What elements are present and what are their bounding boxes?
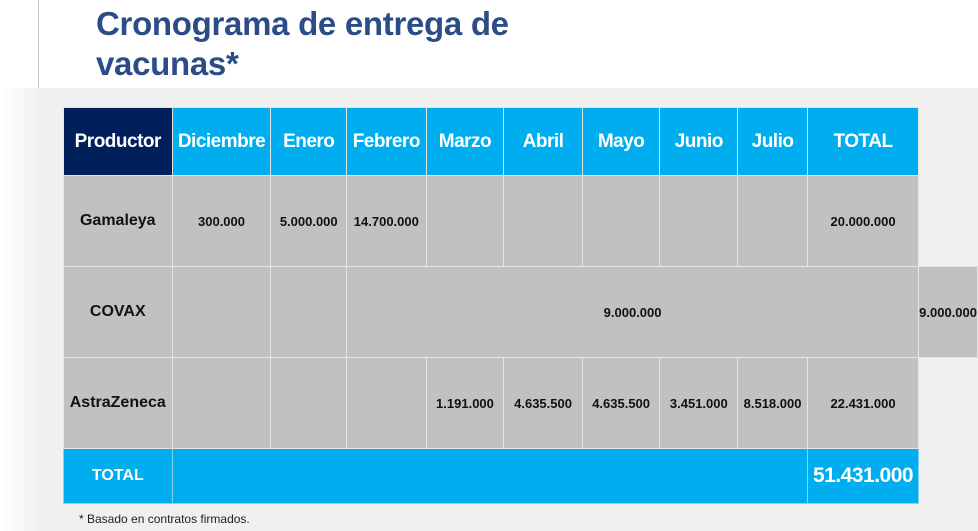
page-title: Cronograma de entrega de vacunas* (96, 5, 509, 82)
cell-total: 22.431.000 (806, 357, 920, 449)
header-abril: Abril (503, 107, 583, 176)
cell-jul: 8.518.000 (737, 357, 808, 449)
cell-feb-jul: 9.000.000 (346, 266, 920, 358)
header-febrero: Febrero (346, 107, 427, 176)
cell-empty (581, 175, 661, 267)
cell-empty (171, 357, 272, 449)
cell-dic: 300.000 (171, 175, 272, 267)
left-margin (0, 88, 38, 531)
cell-empty (503, 175, 583, 267)
cell-empty (270, 357, 348, 449)
header-mayo: Mayo (581, 107, 661, 176)
total-row: TOTAL 51.431.000 (63, 448, 978, 504)
cell-feb: 14.700.000 (346, 175, 427, 267)
table-row: COVAX 9.000.000 9.000.000 (63, 266, 978, 358)
header-diciembre: Diciembre (171, 107, 272, 176)
cell-total: 9.000.000 (918, 266, 978, 358)
grand-total: 51.431.000 (806, 448, 920, 504)
header-productor: Productor (63, 107, 173, 176)
cell-empty (346, 357, 427, 449)
cell-jun: 3.451.000 (659, 357, 739, 449)
divider (38, 0, 39, 88)
total-label: TOTAL (63, 448, 173, 504)
header-row: Productor Diciembre Enero Febrero Marzo … (63, 107, 978, 176)
cell-empty (737, 175, 808, 267)
cell-abr: 4.635.500 (503, 357, 583, 449)
table-row: AstraZeneca 1.191.000 4.635.500 4.635.50… (63, 357, 978, 449)
cell-total: 20.000.000 (806, 175, 920, 267)
table-row: Gamaleya 300.000 5.000.000 14.700.000 20… (63, 175, 978, 267)
footnote: * Basado en contratos firmados. (79, 512, 250, 526)
header-julio: Julio (737, 107, 808, 176)
vaccine-schedule-table: Productor Diciembre Enero Febrero Marzo … (63, 107, 978, 504)
cell-may: 4.635.500 (581, 357, 661, 449)
cell-empty (270, 266, 348, 358)
header-junio: Junio (659, 107, 739, 176)
header-total: TOTAL (806, 107, 920, 176)
cell-empty (659, 175, 739, 267)
producer-name: AstraZeneca (63, 357, 173, 449)
cell-empty (425, 175, 505, 267)
producer-name: Gamaleya (63, 175, 173, 267)
header-enero: Enero (270, 107, 348, 176)
producer-name: COVAX (63, 266, 173, 358)
cell-mar: 1.191.000 (425, 357, 505, 449)
cell-ene: 5.000.000 (270, 175, 348, 267)
total-spacer (171, 448, 808, 504)
header-marzo: Marzo (425, 107, 505, 176)
cell-empty (171, 266, 272, 358)
